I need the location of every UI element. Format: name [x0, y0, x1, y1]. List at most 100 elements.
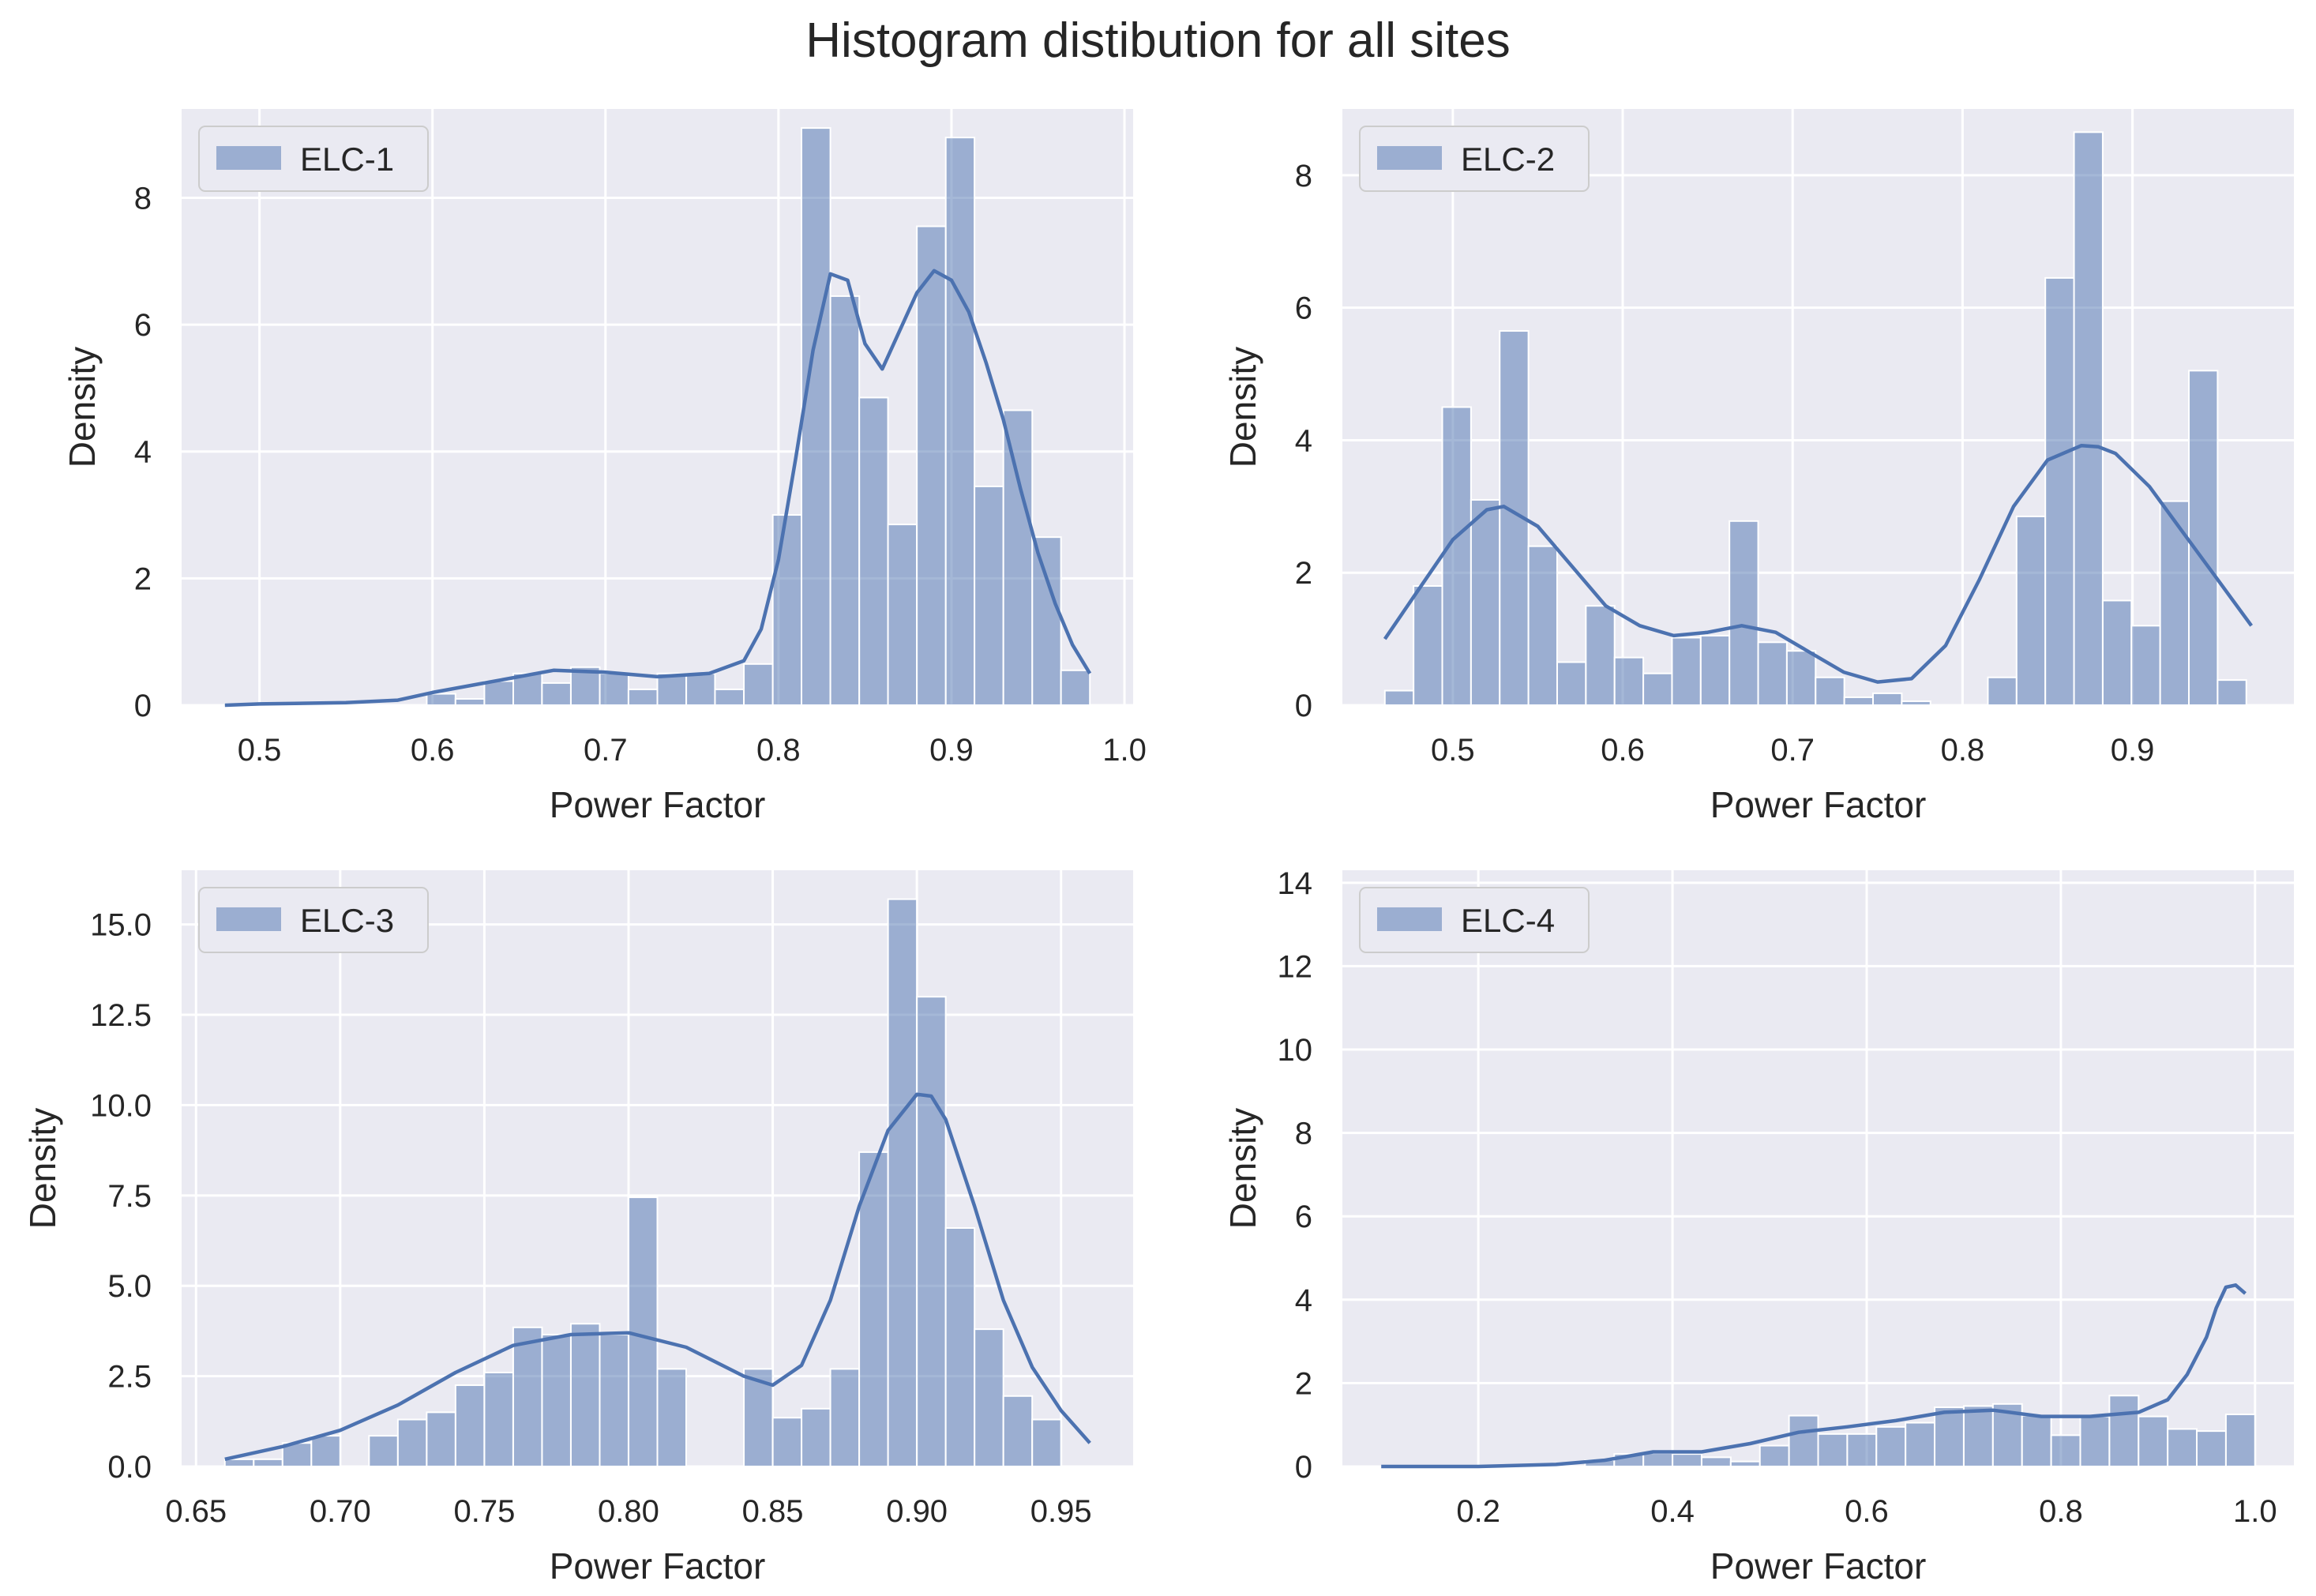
x-tick-label: 1.0 [1102, 733, 1147, 768]
histogram-bar [974, 1328, 1004, 1467]
histogram-bar [1413, 585, 1443, 706]
kde-line [1383, 443, 2254, 684]
histogram-bar [858, 1151, 889, 1467]
histogram-bar [1987, 676, 2018, 706]
histogram-bar [801, 127, 831, 706]
histogram-bar [396, 1418, 428, 1467]
y-tick-label: 6 [1295, 291, 1312, 326]
y-tick-label: 10 [1278, 1033, 1313, 1068]
legend-box [198, 887, 429, 953]
histogram-bar [887, 524, 918, 707]
histogram-bar [512, 672, 543, 707]
y-tick-label: 2.5 [107, 1360, 152, 1395]
legend-swatch [1377, 146, 1442, 170]
y-tick-label: 4 [1295, 423, 1312, 458]
histogram-bar [599, 672, 629, 707]
x-tick-label: 0.6 [411, 733, 455, 768]
x-tick-label: 0.6 [1845, 1494, 1889, 1529]
histogram-bar [1843, 696, 1875, 707]
histogram-bar [426, 693, 456, 706]
y-tick-label: 4 [134, 435, 152, 470]
x-tick-label: 0.75 [453, 1494, 515, 1529]
histogram-bar [1815, 676, 1845, 706]
legend-label: ELC-2 [1461, 141, 1555, 178]
histogram-bar [483, 680, 514, 706]
x-tick-label: 0.85 [742, 1494, 804, 1529]
kde-line [1381, 1283, 2247, 1469]
histogram-bar [685, 672, 716, 707]
figure-title: Histogram distibution for all sites [805, 13, 1511, 68]
subplot-1: 0.5 0.6 0.7 0.8 0.9 1.0 0 2 4 6 8 Power Factor Densi… [62, 109, 1147, 825]
subplot-4: 0.2 0.4 0.6 0.8 1.0 0 2 4 6 8 10 12 14 Power Factor De… [1222, 866, 2294, 1587]
histogram-bar [916, 996, 947, 1467]
y-tick-label: 2 [1295, 556, 1312, 591]
legend: ELC-2 [1359, 126, 1590, 192]
histogram-bar [426, 1411, 456, 1468]
histogram-bar [627, 688, 659, 707]
y-tick-label: 12 [1278, 949, 1313, 984]
histogram-bar [974, 485, 1004, 706]
histogram-bar [1470, 498, 1501, 706]
legend: ELC-1 [198, 126, 429, 192]
histogram-bar [223, 1458, 255, 1468]
y-tick-label: 0 [134, 689, 152, 723]
legend: ELC-4 [1359, 887, 1590, 953]
histogram-bar [829, 295, 861, 707]
legend: ELC-3 [198, 887, 429, 953]
histogram-bar [1441, 406, 1472, 706]
histogram-bar [1729, 1460, 1761, 1467]
histogram-bar [743, 663, 774, 706]
x-tick-label: 0.8 [1941, 733, 1985, 768]
x-tick-label: 0.7 [584, 733, 628, 768]
histogram-bar [483, 1372, 514, 1467]
histogram-bar [2108, 1395, 2140, 1467]
x-axis-label: Power Factor [550, 784, 766, 825]
histogram-bar [2073, 131, 2104, 707]
histogram-bar [2188, 370, 2219, 706]
legend-swatch [1377, 907, 1442, 931]
histogram-bar [1642, 1452, 1674, 1467]
y-tick-label: 2 [134, 561, 152, 596]
histogram-bar [714, 688, 745, 707]
histogram-bar [801, 1407, 831, 1467]
histogram-bar [2044, 276, 2075, 706]
histogram-bar [310, 1435, 341, 1468]
histogram-bar [1788, 1414, 1819, 1467]
x-tick-label: 0.9 [929, 733, 974, 768]
histogram-bar [656, 672, 688, 707]
histogram-bar [1671, 637, 1702, 707]
x-tick-label: 0.6 [1601, 733, 1645, 768]
y-tick-label: 6 [134, 308, 152, 343]
histogram-bar [944, 1227, 976, 1467]
histogram-bar [1556, 661, 1587, 707]
histogram-bar [1700, 1456, 1732, 1468]
histogram-bar [599, 1333, 629, 1468]
histogram-bar [253, 1458, 283, 1468]
histogram-bar [1934, 1406, 1965, 1467]
y-tick-label: 15.0 [90, 908, 152, 943]
x-axis-label: Power Factor [1710, 784, 1927, 825]
histogram-bar [1875, 1425, 1907, 1467]
histogram-bar [627, 1196, 659, 1468]
y-axis-label: Density [1222, 347, 1263, 468]
histogram-bar [858, 396, 889, 706]
histogram-bar [1757, 641, 1788, 706]
histogram-bar [454, 697, 486, 706]
histogram-bar [1613, 656, 1645, 706]
histogram-bar [368, 1435, 399, 1468]
y-axis-label: Density [62, 347, 103, 468]
y-tick-label: 10.0 [90, 1088, 152, 1123]
histogram-bar [1585, 605, 1616, 707]
y-tick-label: 12.5 [90, 998, 152, 1033]
x-tick-label: 0.5 [238, 733, 282, 768]
y-tick-label: 8 [134, 181, 152, 216]
histogram-bar [1962, 1405, 1994, 1468]
histogram-bar [771, 1417, 803, 1468]
y-tick-label: 6 [1295, 1200, 1312, 1234]
y-tick-label: 8 [1295, 159, 1312, 193]
histogram-bar [944, 137, 976, 706]
histogram-bar [2196, 1430, 2227, 1468]
legend-box [1359, 126, 1590, 192]
legend-swatch [216, 907, 281, 931]
x-tick-label: 0.95 [1030, 1494, 1092, 1529]
